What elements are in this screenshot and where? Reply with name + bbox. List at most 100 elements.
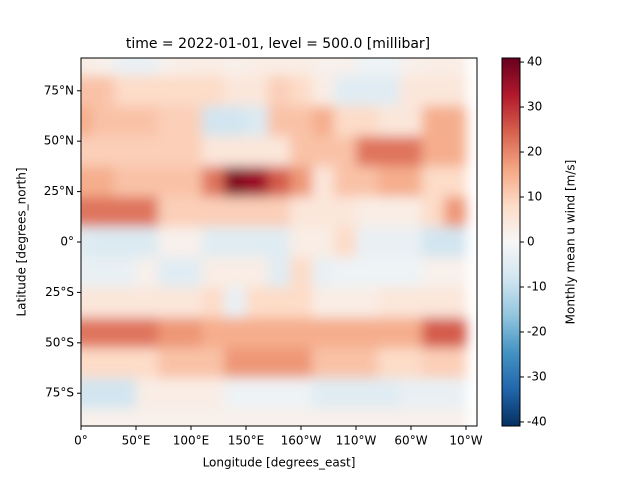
heatmap-cell — [268, 166, 291, 198]
colorbar-tick-label: -10 — [527, 279, 547, 293]
heatmap-cell — [114, 347, 137, 379]
heatmap-cell — [422, 287, 445, 319]
heatmap-cell — [444, 317, 467, 349]
heatmap-cell — [400, 408, 423, 426]
x-tick-label: 110°W — [336, 434, 377, 448]
heatmap-cell — [400, 317, 423, 349]
heatmap-cell — [356, 75, 379, 107]
x-tick-label: 50°E — [122, 434, 151, 448]
heatmap-cell — [378, 408, 401, 426]
heatmap-cell — [290, 58, 313, 77]
heatmap-cell — [290, 287, 313, 319]
heatmap-cell — [246, 196, 269, 228]
colorbar-tick-label: 0 — [527, 235, 535, 249]
heatmap-cell — [224, 58, 247, 77]
heatmap-cell — [378, 136, 401, 167]
heatmap-cell — [246, 287, 269, 319]
y-tick-label: 50°S — [45, 335, 74, 349]
heatmap-cell — [224, 347, 247, 379]
heatmap — [81, 58, 467, 426]
colorbar-tick-label: 10 — [527, 190, 542, 204]
heatmap-cell — [334, 105, 357, 137]
heatmap-cell — [92, 408, 115, 426]
heatmap-cell — [356, 226, 379, 258]
heatmap-cell — [378, 226, 401, 258]
heatmap-cell — [290, 136, 313, 167]
heatmap-cell — [202, 226, 225, 258]
heatmap-cell — [444, 378, 467, 409]
heatmap-cell — [114, 378, 137, 409]
heatmap-cell — [356, 166, 379, 198]
heatmap-cell — [81, 317, 93, 349]
chart-title: time = 2022-01-01, level = 500.0 [millib… — [126, 36, 430, 52]
heatmap-cell — [400, 257, 423, 288]
heatmap-cell — [400, 58, 423, 77]
heatmap-cell — [290, 408, 313, 426]
heatmap-cell — [92, 257, 115, 288]
y-tick-label: 75°S — [45, 386, 74, 400]
heatmap-cell — [92, 287, 115, 319]
heatmap-cell — [224, 75, 247, 107]
x-tick-label: 10°W — [449, 434, 482, 448]
heatmap-cell — [92, 378, 115, 409]
heatmap-cell — [114, 196, 137, 228]
heatmap-cell — [81, 347, 93, 379]
heatmap-cell — [202, 257, 225, 288]
heatmap-cell — [202, 136, 225, 167]
x-tick-label: 60°W — [394, 434, 427, 448]
heatmap-cell — [81, 166, 93, 198]
heatmap-cell — [136, 58, 159, 77]
heatmap-cell — [400, 287, 423, 319]
heatmap-cell — [180, 75, 203, 107]
heatmap-cell — [81, 105, 93, 137]
heatmap-cell — [158, 317, 181, 349]
x-tick-label: 160°W — [281, 434, 322, 448]
heatmap-cell — [400, 347, 423, 379]
colorbar-tick-label: -40 — [527, 414, 547, 428]
heatmap-cell — [334, 317, 357, 349]
heatmap-cell — [356, 347, 379, 379]
heatmap-cell — [268, 287, 291, 319]
heatmap-cell — [400, 105, 423, 137]
heatmap-cell — [92, 75, 115, 107]
heatmap-cell — [400, 378, 423, 409]
heatmap-cell — [136, 75, 159, 107]
heatmap-cell — [136, 287, 159, 319]
heatmap-cell — [136, 226, 159, 258]
heatmap-cell — [136, 408, 159, 426]
heatmap-cell — [444, 58, 467, 77]
heatmap-cell — [290, 378, 313, 409]
heatmap-cell — [158, 105, 181, 137]
heatmap-cell — [92, 105, 115, 137]
x-tick-label: 150°E — [228, 434, 265, 448]
heatmap-cell — [136, 105, 159, 137]
heatmap-cell — [202, 166, 225, 198]
heatmap-cell — [334, 347, 357, 379]
heatmap-cell — [202, 347, 225, 379]
heatmap-cell — [378, 287, 401, 319]
heatmap-cell — [400, 226, 423, 258]
y-tick-label: 25°S — [45, 285, 74, 299]
heatmap-cell — [444, 257, 467, 288]
heatmap-cell — [444, 196, 467, 228]
heatmap-cell — [180, 408, 203, 426]
heatmap-cell — [268, 75, 291, 107]
x-tick-label: 0° — [74, 434, 88, 448]
heatmap-cell — [334, 58, 357, 77]
heatmap-cell — [224, 317, 247, 349]
colorbar-label: Monthly mean u wind [m/s] — [564, 160, 578, 325]
heatmap-cell — [422, 408, 445, 426]
heatmap-cell — [444, 408, 467, 426]
heatmap-cell — [312, 287, 335, 319]
heatmap-cell — [158, 378, 181, 409]
heatmap-cell — [202, 317, 225, 349]
heatmap-cell — [114, 105, 137, 137]
heatmap-cell — [268, 378, 291, 409]
heatmap-cell — [180, 136, 203, 167]
y-tick-label: 75°N — [44, 83, 74, 97]
heatmap-cell — [334, 136, 357, 167]
heatmap-cell — [92, 347, 115, 379]
heatmap-cell — [158, 75, 181, 107]
heatmap-cell — [312, 166, 335, 198]
heatmap-cell — [202, 105, 225, 137]
